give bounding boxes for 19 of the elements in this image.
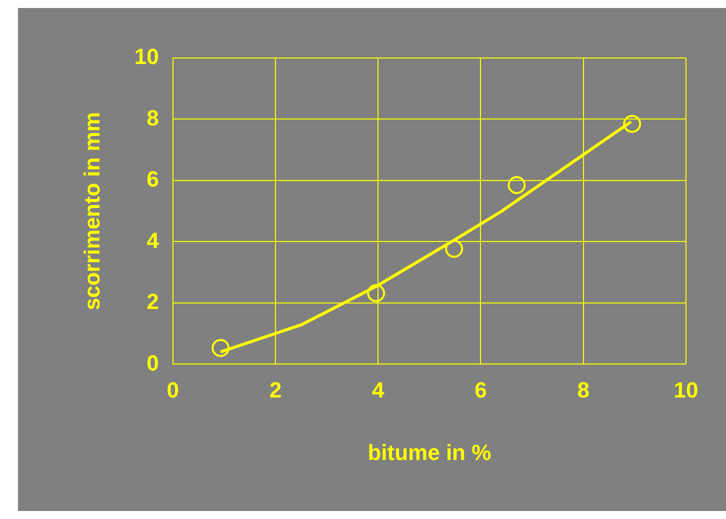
y-tick-label: 0 [146,350,159,376]
y-tick-label: 2 [146,289,159,314]
point [508,176,526,194]
x-tick-label: 0 [166,377,179,402]
point [445,240,464,258]
y-tick-label: 10 [134,44,159,70]
x-tick-label: 2 [269,377,282,402]
point [367,284,386,302]
y-tick-label: 6 [146,166,159,192]
y-tick-label: 8 [146,105,159,130]
x-tick-label: 4 [372,377,385,402]
x-axis-title: bitume in % [368,440,492,465]
point [212,338,230,357]
y-tick-label: 4 [146,228,160,253]
x-tick-label: 6 [474,377,487,402]
x-tick-label: 8 [577,377,590,402]
y-axis-title: scorrimento in mm [79,112,104,310]
point [623,114,642,133]
x-tick-label: 10 [674,377,698,402]
